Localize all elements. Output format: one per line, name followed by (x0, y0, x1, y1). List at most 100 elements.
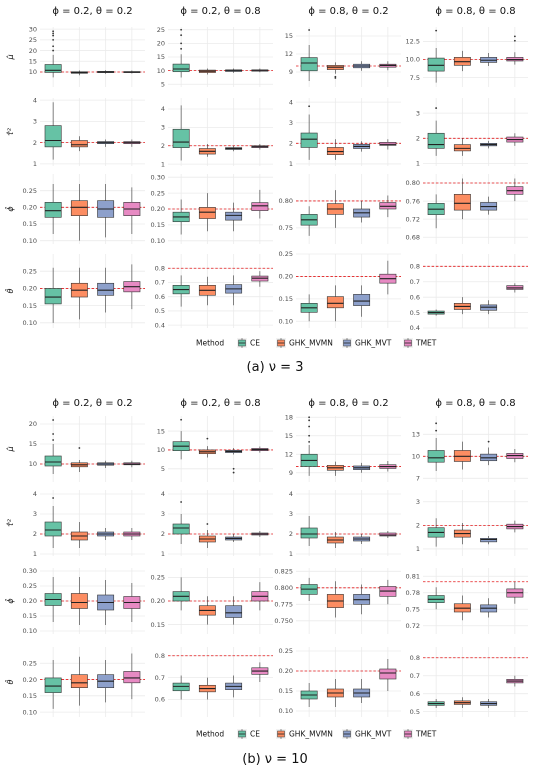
panel-background (423, 98, 528, 166)
panel: 5 10 15 (157, 416, 273, 482)
tick-label: 15 (157, 53, 165, 61)
tick-label: 18 (285, 413, 293, 421)
panel: 0.10 0.15 0.20 0.25 (23, 647, 145, 717)
box-ghk_mvmn (198, 207, 216, 219)
panels-layer: 1015202530510152025912157.510.012.512341… (23, 25, 528, 717)
panel-label: ϕ = 0.2, θ = 0.2 (52, 398, 132, 409)
tick-label: 20 (29, 420, 37, 428)
panel-label: ϕ = 0.8, θ = 0.8 (435, 6, 515, 17)
panel: 9 12 15 (285, 27, 401, 87)
tick-label: 0.8 (155, 652, 165, 660)
tick-label: 0.72 (406, 622, 420, 630)
tick-label: 10 (412, 453, 420, 461)
tick-label: 3 (33, 510, 37, 518)
panel: 0.75 0.80 (279, 174, 401, 244)
panel: 0.15 0.20 0.25 (151, 568, 273, 634)
tick-label: 0.25 (23, 659, 37, 667)
row-label: ϕ̂ (4, 598, 15, 604)
tick-label: 0.30 (151, 173, 165, 181)
panel: 1 2 3 4 (33, 490, 145, 558)
tick-label: 0.7 (155, 279, 165, 287)
panel: 1 2 3 4 (161, 490, 273, 558)
box-ce (44, 64, 62, 73)
outlier-point (52, 38, 55, 41)
tick-label: 3 (289, 510, 293, 518)
tick-label: 0.25 (151, 574, 165, 582)
tick-label: 10 (157, 446, 165, 454)
tick-label: 1 (33, 550, 37, 558)
panel-background (168, 647, 273, 717)
panel: 0.10 0.15 0.20 0.25 (23, 254, 145, 328)
legend-title: Method (196, 339, 224, 348)
box-ghk_mvt (353, 294, 371, 306)
tick-label: 3 (161, 124, 165, 132)
panel-background (296, 254, 401, 328)
tick-label: 1 (289, 160, 293, 168)
tick-label: 0.7 (410, 278, 420, 286)
outlier-point (435, 429, 438, 432)
box-ce (300, 132, 318, 148)
tick-label: 15 (29, 440, 37, 448)
tick-label: 0.68 (406, 233, 420, 241)
tick-label: 0.10 (23, 627, 37, 635)
tick-label: 0.25 (23, 187, 37, 195)
tick-label: 10.0 (406, 56, 420, 64)
tick-label: 0.5 (410, 708, 420, 716)
panel: 1 2 3 (416, 98, 528, 168)
outlier-point (52, 433, 55, 435)
panel: 9 12 15 18 (285, 413, 401, 482)
row-label: τ̂² (5, 518, 15, 527)
tick-label: 1 (33, 160, 37, 168)
legend-item: CE (237, 729, 260, 739)
legend-title: Method (196, 730, 224, 739)
panel: 1 2 3 4 (161, 98, 273, 168)
panel-background (296, 98, 401, 166)
tick-label: 0.6 (410, 293, 420, 301)
box-ghk_mvmn (70, 200, 88, 216)
caption-b: (b) ν = 10 (242, 752, 308, 767)
tick-label: 15 (285, 432, 293, 440)
tick-label: 1 (416, 545, 420, 553)
tick-label: 4 (161, 490, 165, 498)
tick-label: 0.775 (274, 601, 293, 609)
tick-label: 30 (29, 25, 37, 33)
box-ghk_mvt (225, 605, 243, 618)
tick-label: 0.8 (410, 654, 420, 662)
row-label: θ̂ (4, 288, 15, 293)
outlier-point (513, 39, 516, 42)
tick-label: 0.80 (406, 179, 420, 187)
tick-label: 15 (29, 57, 37, 65)
panel-label: ϕ = 0.2, θ = 0.8 (180, 398, 260, 409)
box-ce (172, 523, 190, 535)
tick-label: 0.76 (406, 197, 420, 205)
tick-label: 2 (289, 140, 293, 148)
tick-label: 0.15 (23, 220, 37, 228)
tick-label: 13 (412, 431, 420, 439)
tick-label: 0.5 (155, 307, 165, 315)
tick-label: 0.8 (410, 263, 420, 271)
panel-label: ϕ = 0.2, θ = 0.2 (52, 6, 132, 17)
tick-label: 7 (416, 475, 420, 483)
box-ce (300, 527, 318, 539)
row-label: θ̂ (4, 679, 15, 684)
tick-label: 0.20 (279, 273, 293, 281)
panel: 0.10 0.15 0.20 0.25 (279, 647, 401, 717)
legend-label: GHK_MVT (355, 339, 392, 348)
panel-background (423, 490, 528, 556)
outlier-point (52, 34, 55, 37)
panel-label: ϕ = 0.8, θ = 0.2 (308, 6, 388, 17)
legend-item: CE (237, 338, 260, 348)
tick-label: 0.30 (23, 567, 37, 575)
outlier-point (180, 418, 183, 421)
tick-label: 5 (161, 465, 165, 473)
tick-label: 0.5 (410, 309, 420, 317)
legend-item: GHK_MVMN (276, 729, 333, 739)
box-ce (172, 128, 190, 148)
legend-label: CE (250, 339, 260, 348)
box-ce (44, 677, 62, 693)
legend-label: TMET (415, 730, 437, 739)
box-tmet (123, 671, 141, 684)
tick-label: 3 (33, 118, 37, 126)
outlier-point (232, 471, 235, 474)
tick-label: 1 (161, 160, 165, 168)
